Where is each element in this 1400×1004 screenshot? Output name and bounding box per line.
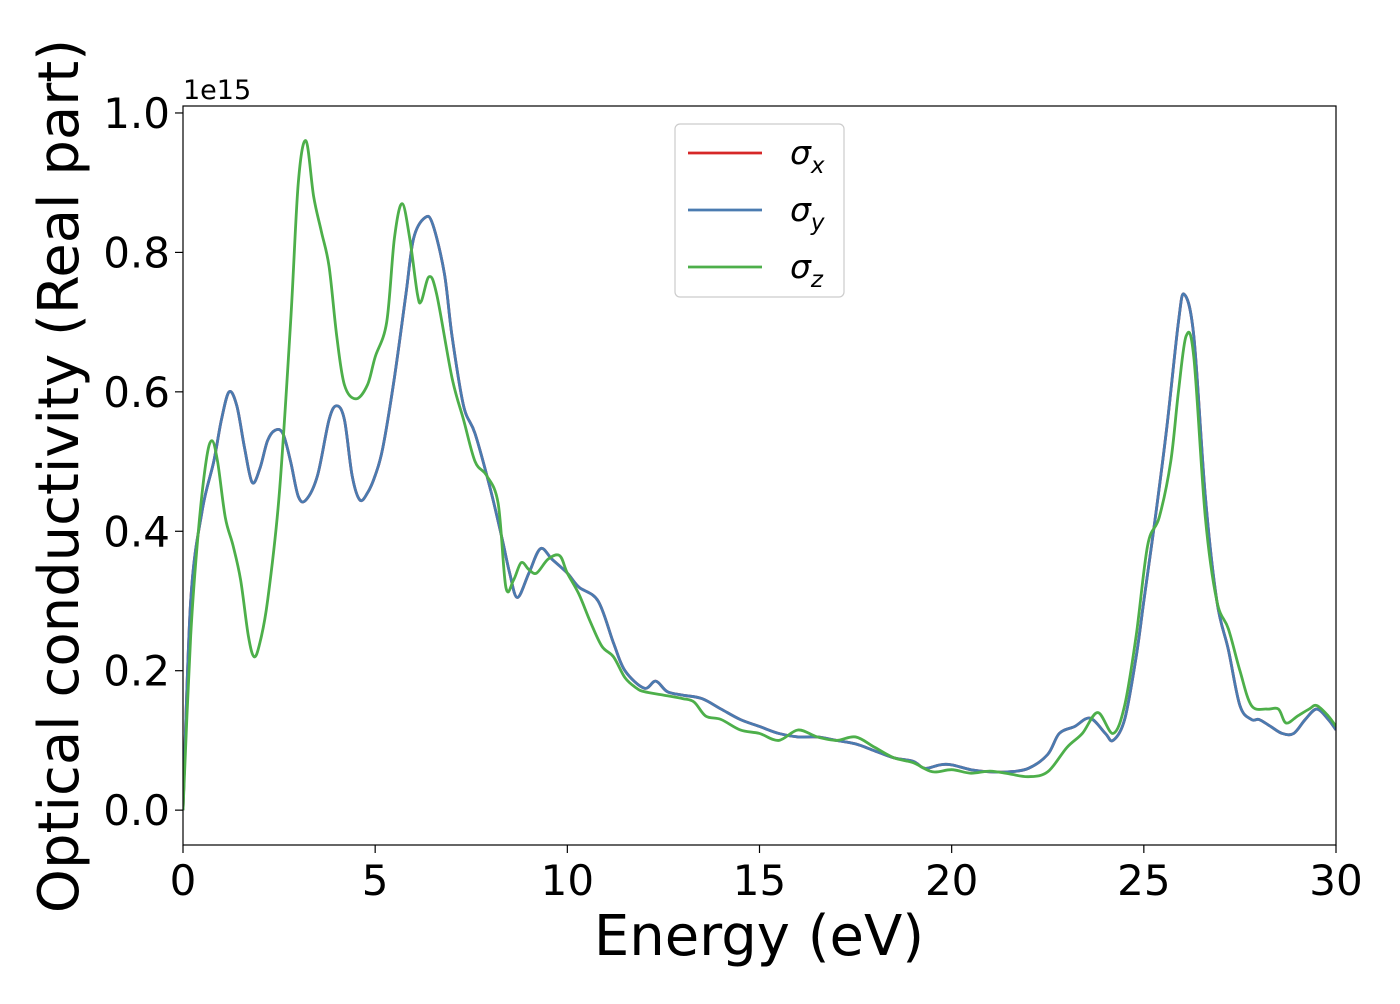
x-axis-ticks: 0 5 10 15 20 25 30 [170, 845, 1363, 905]
y-tick-label: 0.2 [103, 647, 170, 696]
x-tick-label: 10 [541, 856, 594, 905]
series-line-y [183, 214, 1336, 811]
y-tick-label: 0.4 [103, 507, 170, 556]
x-tick-label: 5 [362, 856, 389, 905]
x-tick-label: 30 [1309, 856, 1362, 905]
y-axis-offset-label: 1e15 [183, 75, 251, 106]
series-line-z [183, 139, 1336, 811]
y-axis-ticks: 0.0 0.2 0.4 0.6 0.8 1.0 [103, 89, 183, 835]
series-layer [183, 139, 1336, 811]
legend-label-z: σz [790, 247, 824, 293]
x-tick-label: 0 [170, 856, 197, 905]
x-axis-label: Energy (eV) [594, 904, 924, 969]
y-tick-label: 0.0 [103, 786, 170, 835]
y-tick-label: 0.8 [103, 228, 170, 277]
x-tick-label: 15 [733, 856, 786, 905]
legend-label-x: σx [790, 133, 825, 179]
y-axis-label: Optical conductivity (Real part) [27, 39, 92, 913]
y-tick-label: 0.6 [103, 368, 170, 417]
x-tick-label: 20 [925, 856, 978, 905]
x-tick-label: 25 [1117, 856, 1170, 905]
legend: σx σy σz [674, 123, 845, 298]
y-tick-label: 1.0 [103, 89, 170, 138]
legend-label-y: σy [790, 190, 825, 236]
